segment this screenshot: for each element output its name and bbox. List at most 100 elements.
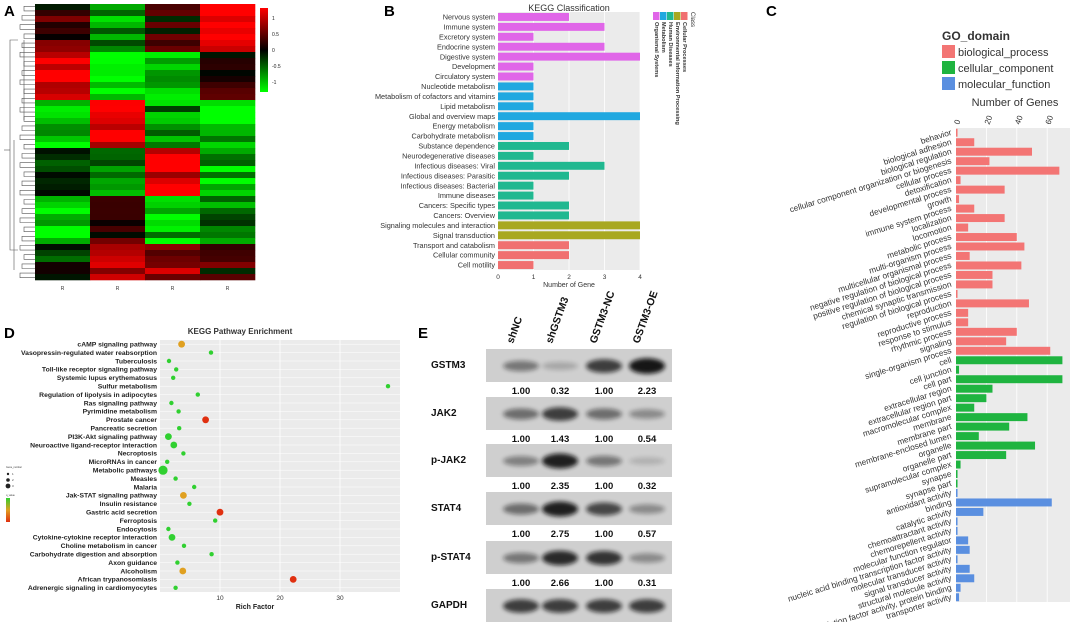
band-label: STAT4 [431, 503, 462, 514]
heatmap-cell [145, 76, 201, 83]
data-point [168, 534, 176, 541]
category-label: Alcoholism [120, 568, 157, 575]
data-point [165, 459, 170, 464]
bar [956, 375, 1063, 384]
heatmap-cell [90, 46, 146, 53]
bar [956, 195, 960, 204]
chart-title: KEGG Classification [528, 3, 610, 13]
heatmap-cell [145, 16, 201, 23]
heatmap-cell [200, 52, 256, 59]
heatmap-cell [200, 208, 256, 215]
colorbar-tick-label: -1 [272, 80, 277, 86]
bar [956, 403, 975, 412]
data-point [171, 375, 176, 380]
heatmap-cell [35, 100, 91, 107]
panel-label-c: C [766, 3, 777, 20]
heatmap-cell [35, 148, 91, 155]
category-label: Transport and catabolism [413, 241, 495, 250]
x-axis-label: Rich Factor [236, 604, 275, 611]
protein-band [503, 599, 539, 613]
heatmap-cell [90, 244, 146, 251]
data-point [173, 476, 178, 481]
bar [498, 112, 640, 121]
heatmap-cell [35, 178, 91, 185]
data-point [213, 518, 218, 523]
legend-title: q_value [6, 494, 15, 497]
heatmap-cell [35, 40, 91, 47]
protein-band [629, 409, 665, 419]
bar [956, 327, 1017, 336]
legend-title: Gene_number [6, 466, 22, 469]
heatmap-cell [200, 40, 256, 47]
bar [956, 574, 975, 583]
x-tick-label: 20 [276, 595, 284, 602]
bar [498, 211, 569, 220]
heatmap-cell [200, 46, 256, 53]
heatmap-cell [200, 214, 256, 221]
heatmap-cell [200, 148, 256, 155]
bar [956, 356, 1063, 365]
heatmap-cell [200, 70, 256, 77]
colorbar-tick-label: -0.5 [272, 64, 281, 70]
protein-band [503, 552, 539, 564]
heatmap-cell [35, 220, 91, 227]
heatmap-cell [200, 262, 256, 269]
data-point [179, 567, 187, 575]
heatmap-cell [35, 214, 91, 221]
row-dendrogram [4, 6, 35, 278]
heatmap-cell [200, 28, 256, 35]
category-label: Endocrine system [437, 42, 495, 51]
heatmap-cell [200, 16, 256, 23]
band-quantification: 1.00 [595, 529, 614, 540]
heatmap-cell [200, 202, 256, 209]
category-label: Measles [131, 476, 158, 483]
band-quantification: 1.00 [595, 386, 614, 397]
data-point [187, 501, 192, 506]
dendrogram-branch [19, 79, 35, 85]
data-point [169, 400, 174, 406]
heatmap-cell [200, 238, 256, 245]
data-point [289, 576, 297, 583]
data-point [166, 526, 171, 532]
legend-key [674, 12, 681, 20]
heatmap-cell [200, 166, 256, 173]
dendrogram-branch [23, 254, 35, 260]
heatmap-cell [200, 250, 256, 257]
heatmap-cell [145, 46, 201, 53]
band-label: p-STAT4 [431, 552, 471, 563]
heatmap-cell [200, 118, 256, 125]
band-quantification: 0.57 [638, 529, 657, 540]
band-quantification: 1.00 [512, 434, 531, 445]
bar [498, 141, 569, 150]
legend-label: Cellular Processes [681, 22, 687, 72]
heatmap-cell [90, 118, 146, 125]
bar [498, 181, 534, 190]
heatmap-cell [90, 166, 146, 173]
heatmap-cell [145, 268, 201, 275]
bar [956, 365, 960, 374]
heatmap-cell [90, 160, 146, 167]
band-quantification: 0.31 [638, 578, 657, 589]
heatmap-cell [90, 154, 146, 161]
heatmap-cell [145, 88, 201, 95]
heatmap-cell [145, 130, 201, 137]
heatmap-cell [200, 256, 256, 263]
band-label: GAPDH [431, 600, 467, 611]
category-label: MicroRNAs in cancer [89, 459, 158, 466]
band-quantification: 1.00 [512, 481, 531, 492]
data-point [166, 358, 172, 364]
bar [956, 214, 1005, 223]
protein-band [629, 553, 665, 563]
bar [956, 289, 958, 298]
bar [956, 555, 958, 564]
band-quantification: 0.32 [551, 386, 570, 397]
heatmap-cell [145, 190, 201, 197]
heatmap-cell [200, 274, 256, 281]
heatmap-cell [145, 262, 201, 269]
bar [498, 92, 534, 101]
lane-label: GSTM3-NC [588, 289, 618, 345]
qvalue-colorbar [6, 498, 10, 522]
heatmap-cell [145, 256, 201, 263]
data-point [177, 426, 182, 431]
bar [956, 166, 1060, 175]
